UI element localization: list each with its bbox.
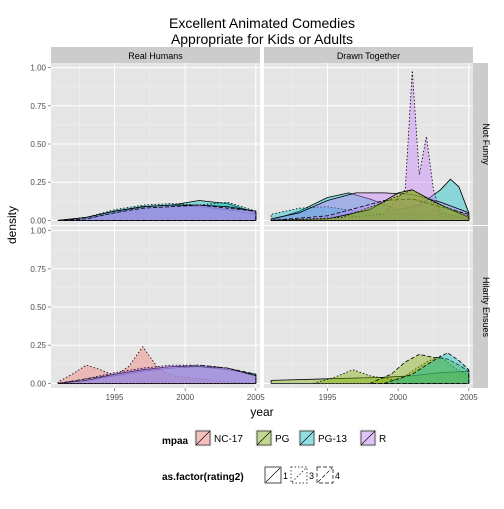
density-area-pg-rating-3 (270, 189, 470, 221)
legend-linetype-label-1: 1 (283, 471, 288, 481)
x-tick-label: 2005 (247, 393, 265, 402)
legend-label-nc-17: NC-17 (214, 434, 243, 445)
y-axis-label: density (5, 206, 19, 244)
y-tick-label: 0.75 (30, 102, 46, 111)
density-area-r-rating-4 (57, 204, 257, 221)
y-tick-label: 0.50 (30, 303, 46, 312)
x-tick-label: 2000 (176, 393, 194, 402)
legend-label-r: R (379, 434, 386, 445)
column-strip-label-1: Drawn Together (337, 51, 400, 61)
column-strip-0 (51, 47, 260, 63)
legend-linetype-label-3: 3 (309, 471, 314, 481)
legend-swatch-diagonal (360, 430, 376, 446)
legend-linetype-diagonal (265, 467, 281, 483)
x-tick-label: 1995 (319, 393, 337, 402)
panels-layer: Real Humans Drawn Together Not Funny Hilari… (30, 47, 491, 402)
legend-label-pg-13: PG-13 (318, 434, 347, 445)
legend-layer: mpaa as.factor(rating2) NC-17 PG PG-13 R 1 3 4 (162, 429, 386, 484)
density-area-r-rating-1 (270, 192, 470, 221)
density-area-r-rating-1 (57, 204, 257, 221)
y-tick-label: 1.00 (30, 64, 46, 73)
y-tick-label: 0.00 (30, 379, 46, 388)
y-tick-label: 0.00 (30, 216, 46, 225)
x-axis-label: year (250, 405, 273, 419)
legend-label-pg: PG (275, 434, 290, 445)
chart-title-line-2: Appropriate for Kids or Adults (171, 31, 353, 47)
x-tick-label: 1995 (106, 393, 124, 402)
legend-linetype-diagonal (317, 467, 333, 483)
linetype-legend-title: as.factor(rating2) (162, 472, 244, 483)
column-strip-label-0: Real Humans (128, 51, 183, 61)
legend-swatch-diagonal (195, 430, 211, 446)
density-area-pg-13-rating-4 (383, 352, 470, 384)
density-area-r-rating-3 (57, 364, 257, 384)
legend-linetype-label-4: 4 (335, 471, 340, 481)
fill-legend-title: mpaa (162, 436, 189, 447)
y-tick-label: 1.00 (30, 227, 46, 236)
y-tick-label: 0.75 (30, 265, 46, 274)
row-strip-label-0: Not Funny (481, 123, 491, 165)
column-strip-1 (264, 47, 473, 63)
x-tick-label: 2000 (389, 393, 407, 402)
legend-swatch-diagonal (256, 430, 272, 446)
density-area-pg-13-rating-3 (57, 201, 257, 221)
row-strip-0 (472, 63, 488, 225)
y-tick-label: 0.25 (30, 178, 46, 187)
row-strip-label-1: Hilarity Ensues (481, 277, 491, 338)
row-strip-1 (472, 226, 488, 388)
chart-title-line-1: Excellent Animated Comedies (169, 15, 355, 31)
x-tick-label: 2005 (460, 393, 478, 402)
y-tick-label: 0.50 (30, 140, 46, 149)
legend-swatch-diagonal (299, 430, 315, 446)
y-tick-label: 0.25 (30, 341, 46, 350)
